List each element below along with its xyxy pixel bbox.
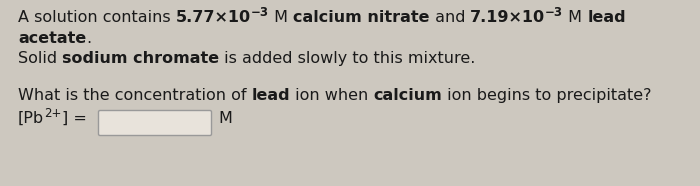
Text: .: .: [86, 31, 92, 46]
Text: acetate: acetate: [18, 31, 86, 46]
Text: M: M: [564, 10, 587, 25]
Text: 2+: 2+: [44, 107, 62, 120]
Text: [Pb: [Pb: [18, 111, 44, 126]
Text: 7.19×10: 7.19×10: [470, 10, 545, 25]
Text: calcium: calcium: [374, 88, 442, 103]
Text: 5.77×10: 5.77×10: [176, 10, 251, 25]
Text: and: and: [430, 10, 470, 25]
Text: is added slowly to this mixture.: is added slowly to this mixture.: [219, 51, 476, 66]
Text: lead: lead: [251, 88, 290, 103]
Text: What is the concentration of: What is the concentration of: [18, 88, 251, 103]
Text: lead: lead: [587, 10, 626, 25]
Text: ion begins to precipitate?: ion begins to precipitate?: [442, 88, 652, 103]
Text: −3: −3: [545, 6, 564, 19]
Text: sodium chromate: sodium chromate: [62, 51, 219, 66]
FancyBboxPatch shape: [99, 110, 211, 135]
Text: calcium nitrate: calcium nitrate: [293, 10, 430, 25]
Text: −3: −3: [251, 6, 269, 19]
Text: Solid: Solid: [18, 51, 62, 66]
Text: A solution contains: A solution contains: [18, 10, 176, 25]
Text: M: M: [218, 111, 232, 126]
Text: ion when: ion when: [290, 88, 374, 103]
Text: M: M: [269, 10, 293, 25]
Text: ] =: ] =: [62, 111, 86, 126]
